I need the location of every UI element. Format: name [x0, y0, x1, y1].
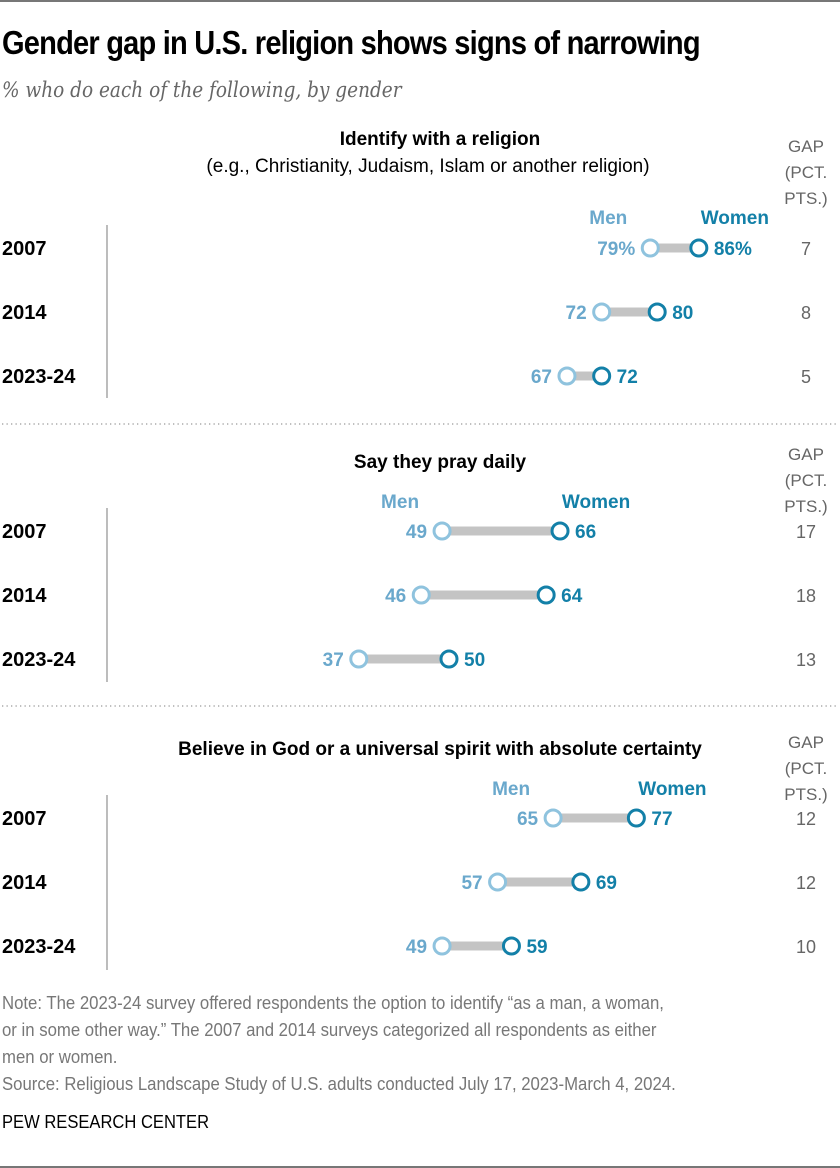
row-label: 2014 — [2, 302, 47, 324]
men-value-label: 57 — [461, 873, 482, 894]
chart-subtitle: % who do each of the following, by gende… — [2, 78, 402, 102]
row-label: 2007 — [2, 521, 47, 543]
legend-women: Women — [701, 208, 769, 229]
gap-header: GAP — [788, 445, 824, 464]
gap-header: (PCT. — [785, 759, 828, 778]
men-dot — [432, 521, 452, 541]
panel-subtitle: (e.g., Christianity, Judaism, Islam or a… — [206, 156, 649, 177]
women-value-label: 64 — [561, 586, 583, 607]
gap-value: 8 — [801, 303, 811, 323]
legend-men: Men — [492, 779, 530, 800]
bottom-rule — [0, 1166, 840, 1168]
women-dot — [689, 238, 709, 258]
men-dot — [557, 366, 577, 386]
gap-header: GAP — [788, 137, 824, 156]
men-dot — [592, 302, 612, 322]
gap-value: 5 — [801, 367, 811, 387]
gap-header: (PCT. — [785, 163, 828, 182]
panel-title: Identify with a religion — [340, 129, 541, 150]
row-label: 2007 — [2, 808, 47, 830]
row-label: 2007 — [2, 238, 47, 260]
men-value-label: 72 — [566, 303, 587, 324]
women-dot — [536, 585, 556, 605]
gap-header: PTS.) — [784, 497, 827, 516]
note-line: men or women. — [2, 1047, 118, 1067]
row-label: 2014 — [2, 872, 47, 894]
gap-value: 18 — [796, 586, 816, 606]
gap-value: 13 — [796, 650, 816, 670]
chart-title: Gender gap in U.S. religion shows signs … — [2, 24, 701, 61]
gap-value: 10 — [796, 937, 816, 957]
source-line: Source: Religious Landscape Study of U.S… — [2, 1074, 676, 1094]
men-value-label: 49 — [406, 522, 427, 543]
gap-header: (PCT. — [785, 471, 828, 490]
women-value-label: 80 — [672, 303, 693, 324]
note-line: or in some other way.” The 2007 and 2014… — [2, 1020, 657, 1040]
top-rule — [0, 0, 840, 2]
men-dot — [488, 872, 508, 892]
women-dot — [571, 872, 591, 892]
gap-value: 12 — [796, 809, 816, 829]
dot-plot-chart: Identify with a religion (e.g., Christian… — [2, 129, 838, 970]
legend-men: Men — [381, 492, 419, 513]
row-label: 2023-24 — [2, 366, 76, 388]
women-value-label: 66 — [575, 522, 596, 543]
women-value-label: 50 — [464, 650, 485, 671]
legend-men: Men — [589, 208, 627, 229]
women-value-label: 69 — [596, 873, 617, 894]
men-value-label: 37 — [323, 650, 344, 671]
men-value-label: 46 — [385, 586, 406, 607]
panel-title: Believe in God or a universal spirit wit… — [178, 739, 702, 760]
women-value-label: 86% — [714, 239, 752, 260]
women-dot — [647, 302, 667, 322]
men-dot — [543, 808, 563, 828]
gap-value: 7 — [801, 239, 811, 259]
women-value-label: 77 — [651, 809, 672, 830]
men-value-label: 79% — [597, 239, 635, 260]
men-dot — [411, 585, 431, 605]
women-dot — [592, 366, 612, 386]
women-dot — [550, 521, 570, 541]
women-dot — [501, 936, 521, 956]
men-value-label: 49 — [406, 937, 427, 958]
panel-title: Say they pray daily — [354, 452, 527, 473]
men-value-label: 67 — [531, 367, 552, 388]
note-line: Note: The 2023-24 survey offered respond… — [2, 993, 664, 1013]
legend-women: Women — [638, 779, 706, 800]
men-dot — [640, 238, 660, 258]
gap-header: PTS.) — [784, 189, 827, 208]
row-label: 2023-24 — [2, 649, 76, 671]
gap-value: 17 — [796, 522, 816, 542]
gap-header: GAP — [788, 733, 824, 752]
women-value-label: 72 — [617, 367, 638, 388]
men-dot — [432, 936, 452, 956]
row-label: 2014 — [2, 585, 47, 607]
footnote: Note: The 2023-24 survey offered respond… — [2, 990, 779, 1098]
gap-header: PTS.) — [784, 785, 827, 804]
row-label: 2023-24 — [2, 936, 76, 958]
women-dot — [439, 649, 459, 669]
women-dot — [626, 808, 646, 828]
gap-value: 12 — [796, 873, 816, 893]
men-dot — [349, 649, 369, 669]
men-value-label: 65 — [517, 809, 539, 830]
legend-women: Women — [562, 492, 630, 513]
brand-logo-text: PEW RESEARCH CENTER — [2, 1112, 210, 1132]
women-value-label: 59 — [526, 937, 547, 958]
